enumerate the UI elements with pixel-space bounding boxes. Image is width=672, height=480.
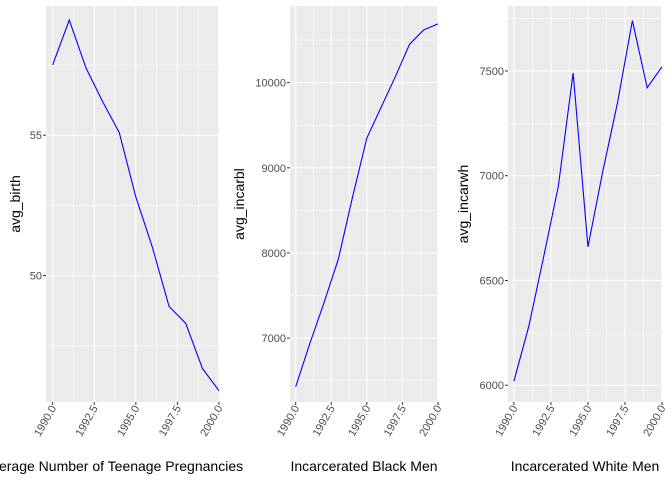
y-axis-title: avg_incarbl: [231, 168, 247, 240]
x-tick-label: 1997.5: [382, 404, 409, 439]
chart-panel-2: 7000 8000 9000 10000 1990.0 1992.5 1995.0 1997.…: [231, 6, 445, 474]
plot-background: [290, 6, 438, 402]
x-tick-label: 1992.5: [311, 404, 338, 439]
x-tick-label: 1992.5: [530, 404, 557, 439]
x-tick-label: 2000.0: [198, 404, 225, 439]
x-tick-label: 2000.0: [417, 404, 444, 439]
y-tick-label: 7500: [480, 66, 504, 78]
x-axis-title: Incarcerated Black Men: [290, 458, 437, 474]
x-tick-label: 1997.5: [604, 404, 631, 439]
series-line: [513, 20, 663, 382]
y-tick-label: 8000: [262, 248, 286, 260]
y-tick-label: 6000: [480, 380, 504, 392]
x-tick-label: 1995.0: [567, 404, 594, 439]
y-tick-label: 10000: [255, 78, 286, 90]
y-tick-label: 50: [30, 271, 42, 283]
series-line: [52, 18, 220, 392]
y-axis-title: avg_incarwh: [455, 165, 471, 244]
x-tick-label: 1992.5: [74, 404, 101, 439]
y-tick-label: 55: [30, 130, 42, 142]
x-tick-label: 1990.0: [493, 404, 520, 439]
x-tick-label: 1995.0: [346, 404, 373, 439]
x-tick-label: 1990.0: [275, 404, 302, 439]
y-tick-label: 7000: [262, 333, 286, 345]
chart-panel-1: 50 55 1990.0 1992.5 1995.0 1997.5 2000.0 avg_bi…: [0, 6, 243, 474]
plot-background: [508, 6, 662, 402]
series-line: [295, 23, 439, 387]
y-axis-title: avg_birth: [7, 175, 23, 233]
x-axis-title: Average Number of Teenage Pregnancies: [0, 458, 243, 474]
x-axis-title: Incarcerated White Men: [511, 458, 660, 474]
x-tick-label: 1995.0: [115, 404, 142, 439]
y-tick-label: 6500: [480, 275, 504, 287]
x-tick-label: 1997.5: [157, 404, 184, 439]
x-tick-label: 1990.0: [32, 404, 59, 439]
y-tick-label: 9000: [262, 163, 286, 175]
y-tick-label: 7000: [480, 171, 504, 183]
chart-panel-3: 6000 6500 7000 7500 1990.0 1992.5 1995.0 1997.5…: [455, 6, 669, 474]
x-tick-label: 2000.0: [641, 404, 668, 439]
